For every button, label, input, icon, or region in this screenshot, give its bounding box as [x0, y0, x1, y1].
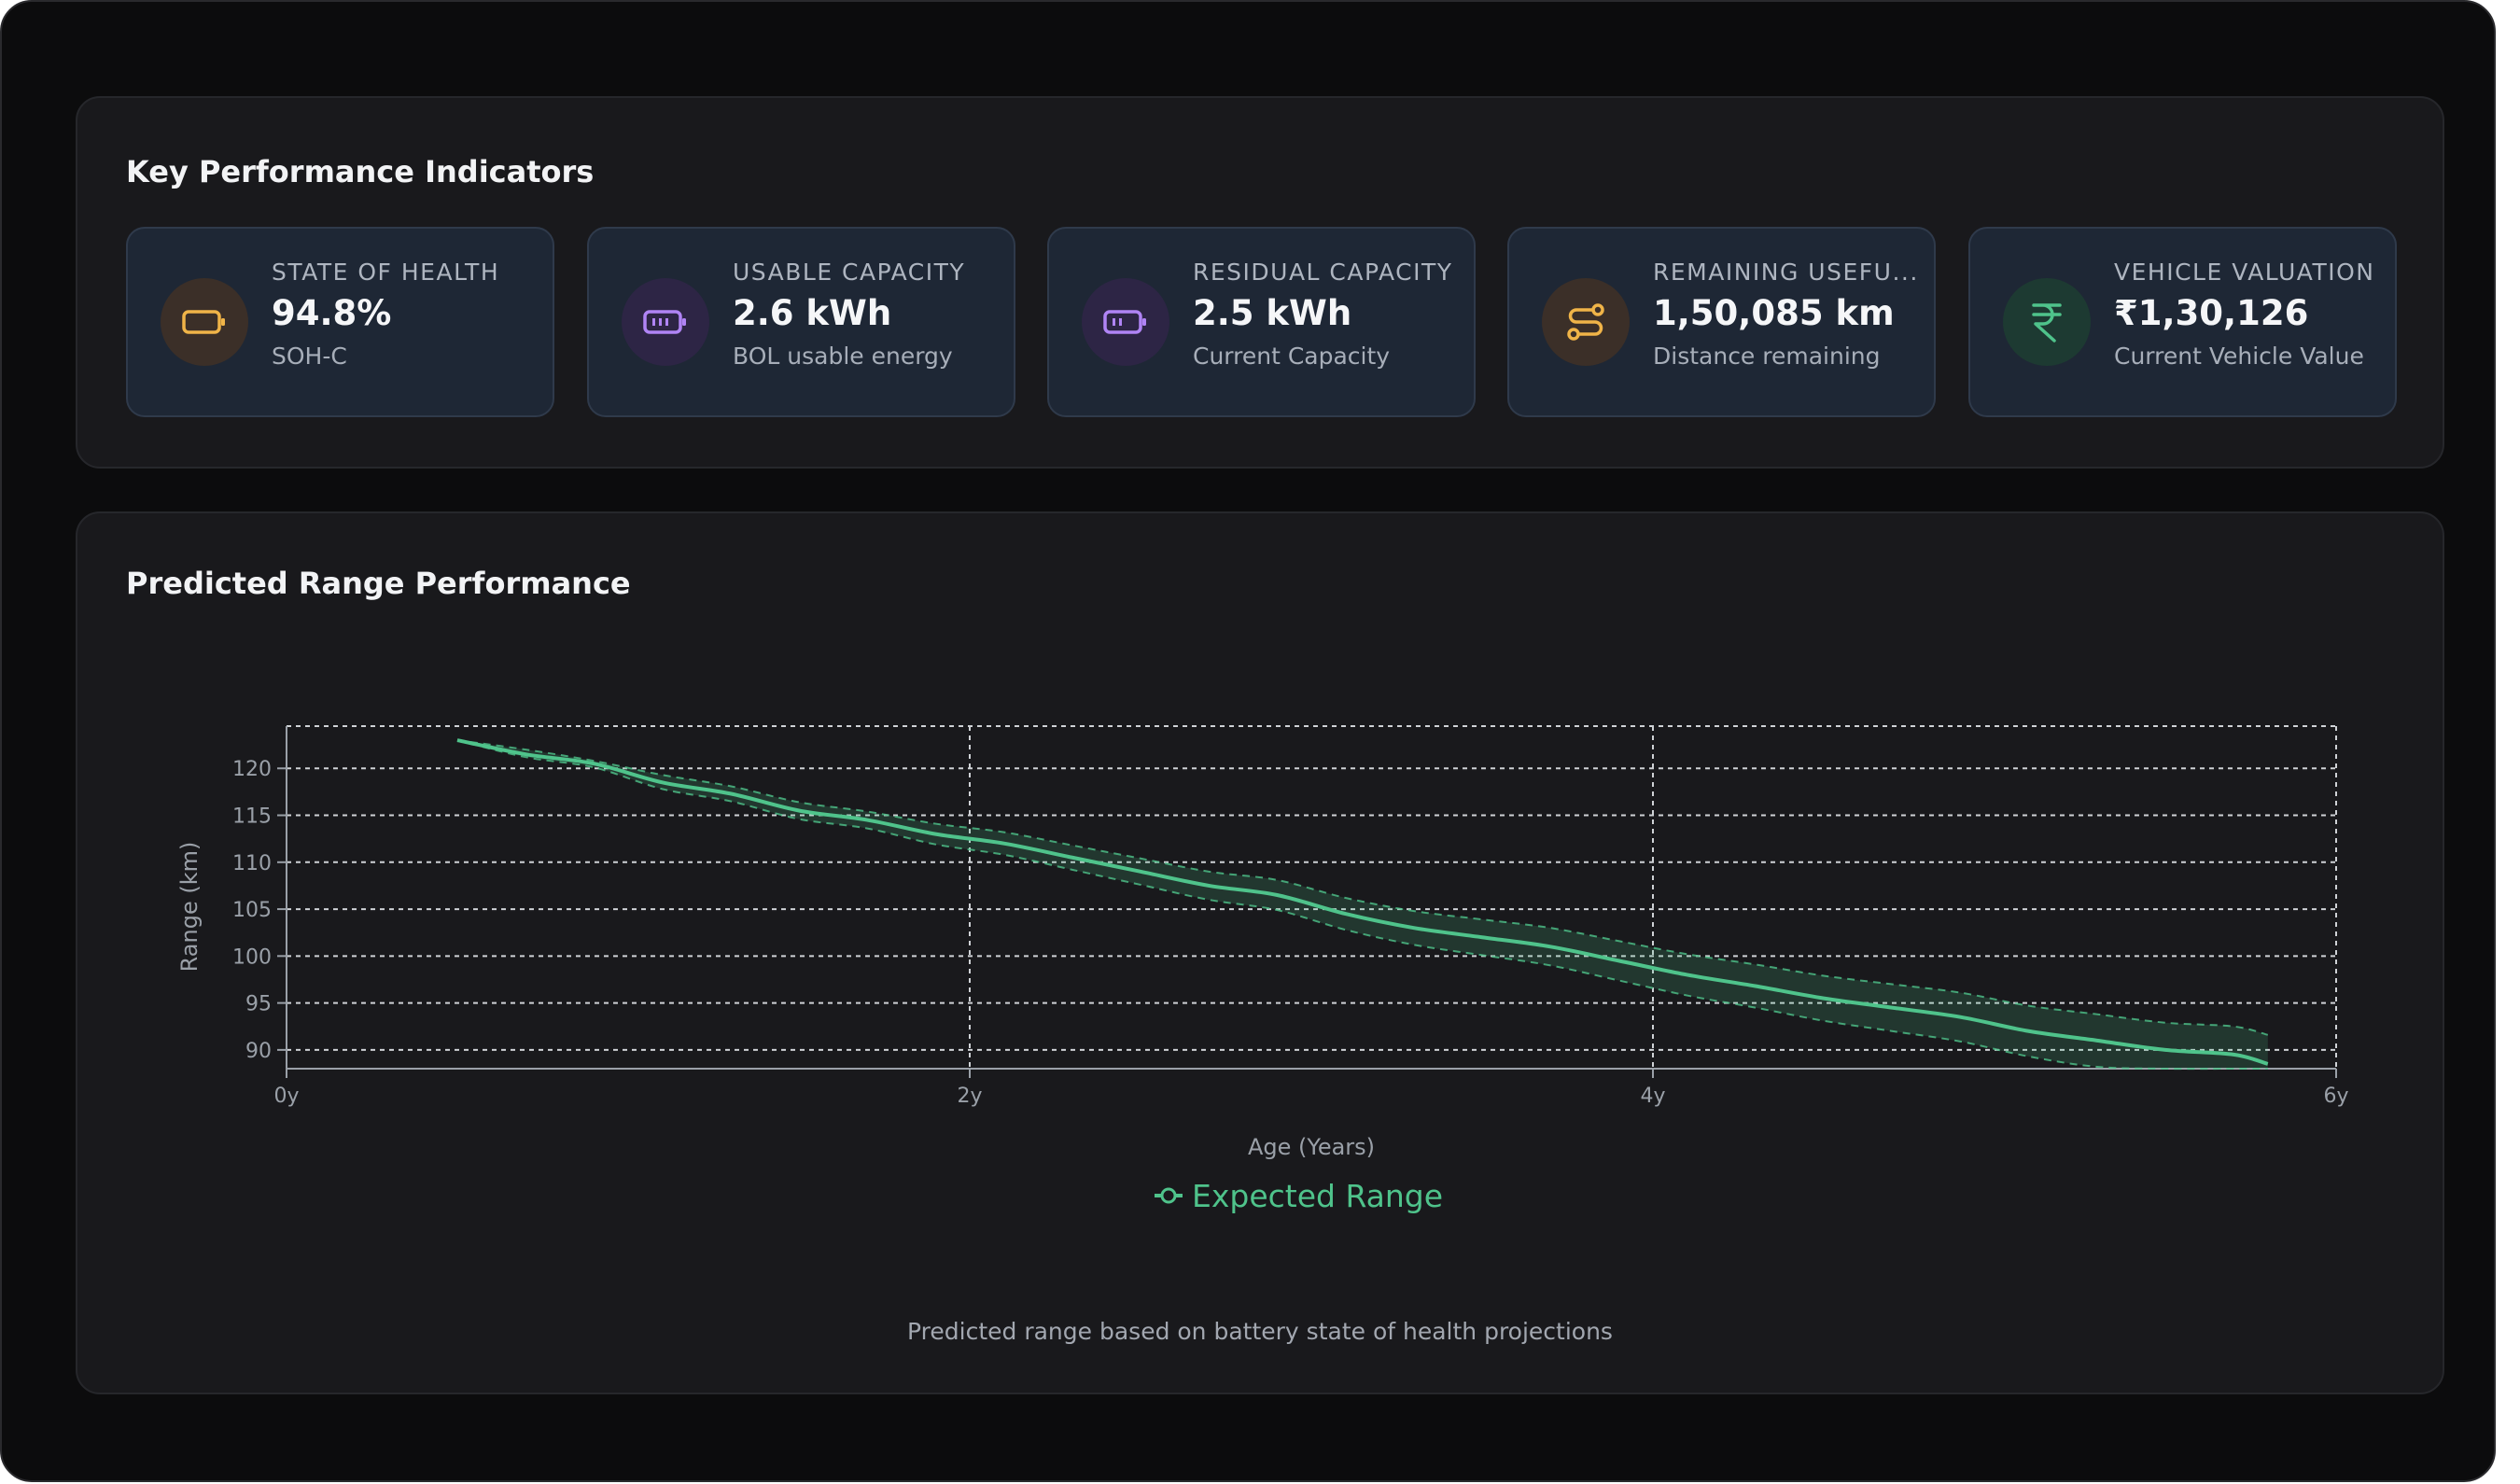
kpi-value: 2.6 kWh [733, 293, 892, 333]
kpi-label: REMAINING USEFU... [1653, 259, 1919, 286]
x-tick-label: 4y [1640, 1085, 1665, 1108]
confidence-band [457, 740, 2268, 1070]
range-line-chart: 90 95 100 105 110 115 120 0y 2y 4y 6y Age (Years) Ra… [176, 725, 2349, 1214]
chart-caption: Predicted range based on battery state o… [907, 1318, 1613, 1345]
kpi-subtext: SOH-C [272, 343, 347, 370]
kpi-subtext: Distance remaining [1653, 343, 1881, 370]
battery-low-icon [161, 278, 248, 366]
kpi-label: VEHICLE VALUATION [2114, 259, 2375, 286]
range-chart-panel: Predicted Range Performance 90 95 100 105 11… [76, 511, 2444, 1394]
kpi-label: USABLE CAPACITY [733, 259, 966, 286]
kpi-panel: Key Performance Indicators STATE OF HEAL… [76, 96, 2444, 469]
y-tick-label: 90 [245, 1040, 272, 1063]
legend-label: Expected Range [1192, 1178, 1443, 1214]
x-tick-label: 6y [2323, 1085, 2348, 1108]
kpi-section-title: Key Performance Indicators [126, 154, 595, 189]
kpi-card-remaining-useful-life[interactable]: REMAINING USEFU... 1,50,085 km Distance … [1507, 227, 1936, 417]
kpi-subtext: Current Capacity [1193, 343, 1391, 370]
battery-full-icon [622, 278, 709, 366]
kpi-value: 94.8% [272, 293, 392, 333]
kpi-subtext: Current Vehicle Value [2114, 343, 2364, 370]
kpi-card-residual-capacity[interactable]: RESIDUAL CAPACITY 2.5 kWh Current Capaci… [1047, 227, 1476, 417]
y-tick-label: 115 [232, 805, 272, 829]
legend-swatch-marker [1160, 1187, 1177, 1204]
route-icon [1542, 278, 1630, 366]
kpi-card-state-of-health[interactable]: STATE OF HEALTH 94.8% SOH-C [126, 227, 554, 417]
x-tick-label: 2y [957, 1085, 982, 1108]
kpi-label: STATE OF HEALTH [272, 259, 500, 286]
y-tick-label: 105 [232, 899, 272, 922]
kpi-label: RESIDUAL CAPACITY [1193, 259, 1453, 286]
lower-bound-line [456, 739, 2268, 1071]
x-tick-label: 0y [273, 1085, 299, 1108]
kpi-card-usable-capacity[interactable]: USABLE CAPACITY 2.6 kWh BOL usable energ… [587, 227, 1015, 417]
x-axis-label: Age (Years) [1248, 1134, 1375, 1160]
y-tick-label: 110 [232, 852, 272, 875]
kpi-subtext: BOL usable energy [733, 343, 953, 370]
y-tick-label: 120 [232, 758, 272, 781]
kpi-value: 2.5 kWh [1193, 293, 1352, 333]
rupee-icon [2003, 278, 2091, 366]
chart-section-title: Predicted Range Performance [126, 566, 631, 601]
y-axis-label: Range (km) [176, 842, 203, 973]
expected-range-line [456, 738, 2269, 1066]
kpi-card-vehicle-valuation[interactable]: VEHICLE VALUATION ₹1,30,126 Current Vehi… [1968, 227, 2397, 417]
y-tick-label: 100 [232, 945, 272, 969]
battery-medium-icon [1082, 278, 1169, 366]
kpi-value: ₹1,30,126 [2114, 293, 2309, 333]
kpi-value: 1,50,085 km [1653, 293, 1895, 333]
upper-bound-line [456, 739, 2269, 1036]
y-tick-label: 95 [245, 993, 272, 1016]
